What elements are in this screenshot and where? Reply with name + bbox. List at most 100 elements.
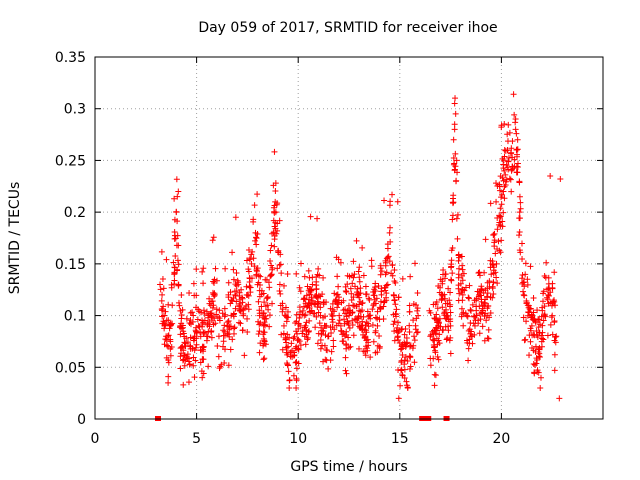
data-point: [530, 295, 537, 302]
data-point: [551, 351, 558, 358]
data-point: [266, 323, 273, 330]
data-point: [391, 296, 398, 303]
data-point: [294, 330, 301, 337]
data-point: [190, 337, 197, 344]
data-point: [329, 306, 336, 313]
data-point: [498, 201, 505, 208]
data-point: [268, 242, 275, 249]
data-point: [398, 326, 405, 333]
data-point: [512, 116, 519, 123]
data-point: [445, 285, 452, 292]
data-point: [324, 333, 331, 340]
y-tick-label: 0.35: [55, 50, 86, 66]
data-point: [186, 289, 193, 296]
data-point: [430, 301, 437, 308]
data-point: [185, 379, 192, 386]
data-point: [237, 320, 244, 327]
data-point: [182, 343, 189, 350]
data-point: [225, 279, 232, 286]
data-point: [410, 317, 417, 324]
data-point: [535, 346, 542, 353]
data-point: [473, 312, 480, 319]
data-point: [253, 272, 260, 279]
data-point: [362, 352, 369, 359]
data-point: [481, 269, 488, 276]
data-point: [172, 253, 179, 260]
data-point: [437, 323, 444, 330]
data-point: [243, 257, 250, 264]
data-point: [270, 217, 277, 224]
data-point: [345, 344, 352, 351]
data-point: [517, 215, 524, 222]
data-point: [502, 171, 509, 178]
data-point: [213, 306, 220, 313]
data-point: [363, 343, 370, 350]
data-point: [469, 301, 476, 308]
data-point: [279, 346, 286, 353]
data-point: [414, 305, 421, 312]
data-point: [460, 322, 467, 329]
data-point: [556, 395, 563, 402]
data-point: [192, 357, 199, 364]
data-point: [254, 268, 261, 275]
data-point: [350, 332, 357, 339]
data-point: [274, 227, 281, 234]
data-point: [484, 335, 491, 342]
data-point: [451, 166, 458, 173]
data-point: [394, 334, 401, 341]
data-point: [304, 336, 311, 343]
data-point: [435, 356, 442, 363]
data-point: [314, 215, 321, 222]
data-point: [247, 289, 254, 296]
data-point: [553, 333, 560, 340]
data-point: [290, 335, 297, 342]
data-point: [233, 270, 240, 277]
data-point: [359, 322, 366, 329]
data-point: [429, 336, 436, 343]
data-point: [513, 146, 520, 153]
data-point: [197, 359, 204, 366]
data-point: [543, 294, 550, 301]
data-point: [163, 354, 170, 361]
data-point: [501, 195, 508, 202]
data-point: [491, 230, 498, 237]
data-point: [466, 295, 473, 302]
data-point: [516, 179, 523, 186]
data-point: [171, 216, 178, 223]
data-point: [323, 346, 330, 353]
data-point: [531, 370, 538, 377]
data-point: [292, 359, 299, 366]
data-point: [200, 280, 207, 287]
data-point: [292, 345, 299, 352]
data-point: [341, 320, 348, 327]
data-point: [500, 209, 507, 216]
data-point: [490, 290, 497, 297]
data-point: [406, 322, 413, 329]
data-point: [361, 334, 368, 341]
data-point: [343, 370, 350, 377]
data-point: [199, 344, 206, 351]
data-point: [321, 342, 328, 349]
data-point: [167, 320, 174, 327]
data-point: [447, 301, 454, 308]
data-point: [314, 340, 321, 347]
data-point: [449, 212, 456, 219]
data-point: [455, 297, 462, 304]
y-tick-label: 0.15: [55, 257, 86, 273]
data-point: [343, 345, 350, 352]
data-point: [303, 319, 310, 326]
data-point: [279, 300, 286, 307]
data-point: [411, 260, 418, 267]
data-point: [451, 121, 458, 128]
data-point: [431, 327, 438, 334]
y-tick-label: 0.2: [64, 205, 86, 221]
data-point: [403, 382, 410, 389]
data-point: [227, 323, 234, 330]
data-point: [496, 187, 503, 194]
data-point: [373, 295, 380, 302]
data-point: [175, 281, 182, 288]
data-point: [504, 147, 511, 154]
data-point: [302, 300, 309, 307]
data-point: [364, 336, 371, 343]
data-point: [383, 297, 390, 304]
